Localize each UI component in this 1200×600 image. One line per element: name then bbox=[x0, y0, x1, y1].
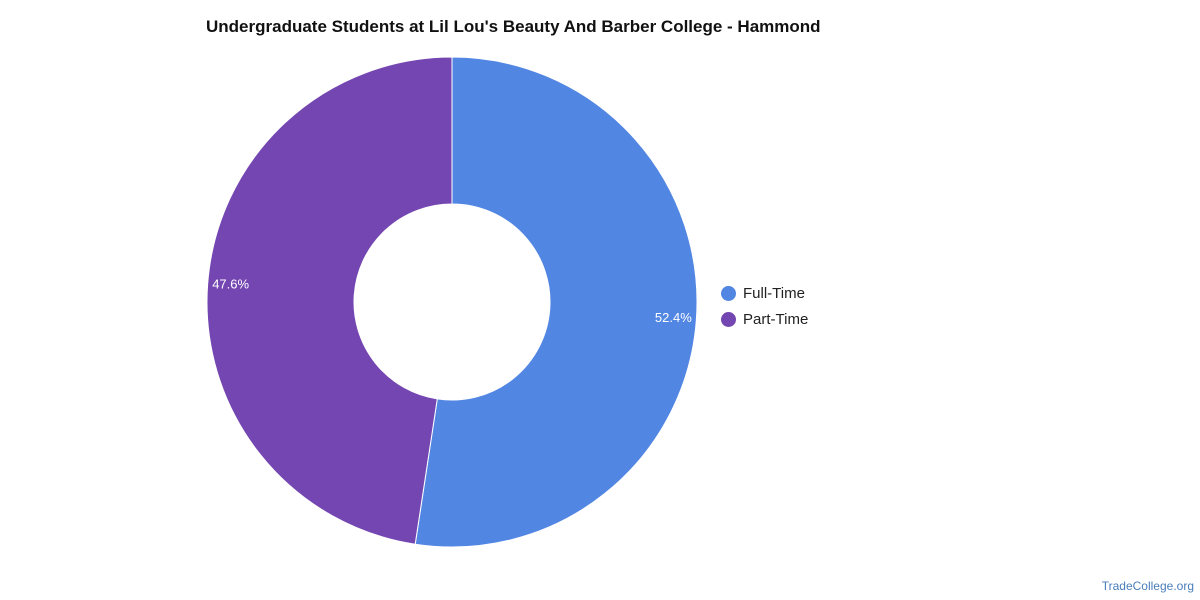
legend-swatch-part-time bbox=[721, 311, 736, 327]
legend-item-full-time[interactable]: Full-Time bbox=[721, 280, 808, 306]
legend-item-part-time[interactable]: Part-Time bbox=[721, 306, 808, 332]
donut-slice-full-time[interactable] bbox=[414, 56, 698, 548]
source-link[interactable]: TradeCollege.org bbox=[1101, 579, 1194, 593]
legend-swatch-full-time bbox=[721, 285, 736, 301]
donut-slice-labels: 52.4% 47.6% bbox=[212, 277, 692, 325]
donut-slice-part-time[interactable] bbox=[206, 56, 453, 545]
chart-legend: Full-Time Part-Time bbox=[721, 280, 808, 332]
legend-label-part-time: Part-Time bbox=[743, 310, 809, 328]
chart-title: Undergraduate Students at Lil Lou's Beau… bbox=[206, 17, 821, 36]
donut-slices bbox=[206, 56, 698, 548]
data-label-part-time: 47.6% bbox=[212, 277, 249, 292]
data-label-full-time: 52.4% bbox=[655, 310, 692, 325]
legend-label-full-time: Full-Time bbox=[743, 284, 805, 302]
